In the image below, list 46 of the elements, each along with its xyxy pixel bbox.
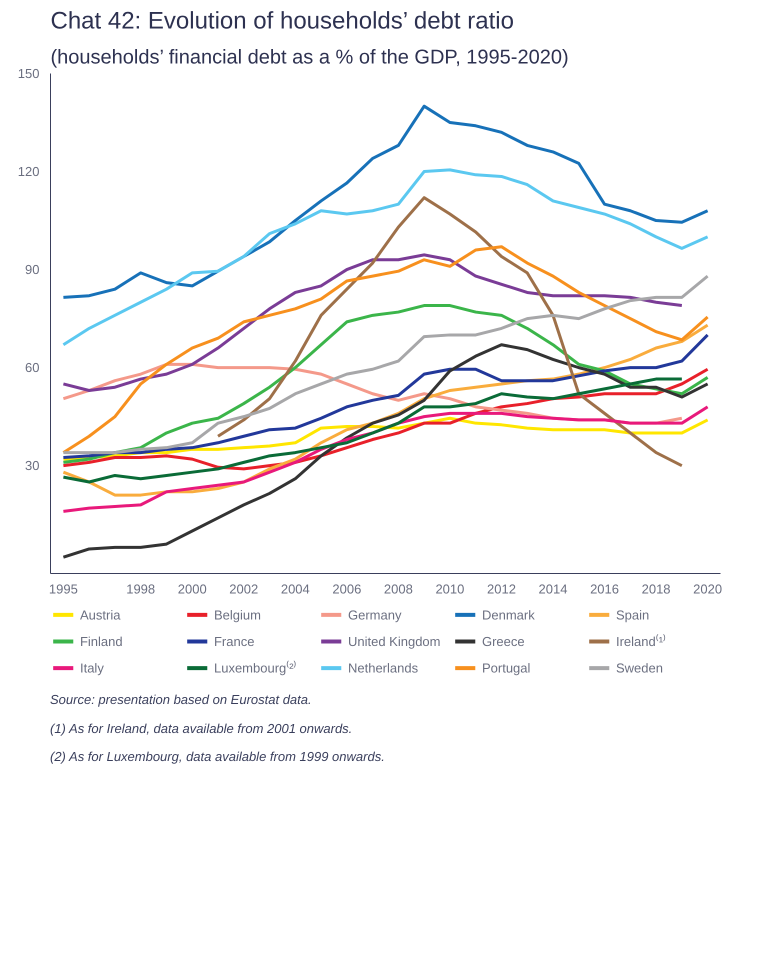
x-tick-label: 1995 bbox=[48, 582, 78, 596]
y-tick-label: 120 bbox=[18, 164, 40, 180]
source-note: Source: presentation based on Eurostat data. bbox=[50, 691, 312, 709]
legend-label: France bbox=[214, 634, 254, 649]
legend-label: Belgium bbox=[214, 607, 261, 622]
legend-label: Portugal bbox=[482, 660, 531, 676]
x-tick-label: 2018 bbox=[642, 582, 671, 596]
line-series bbox=[62, 168, 710, 346]
legend-label: Ireland⁽¹⁾ bbox=[616, 634, 666, 649]
legend-label: Denmark bbox=[482, 607, 536, 622]
legend-label: Sweden bbox=[616, 660, 663, 676]
x-tick-label: 1998 bbox=[126, 582, 156, 596]
x-tick-label: 2004 bbox=[280, 582, 310, 596]
legend-label: Germany bbox=[348, 607, 402, 622]
line-series bbox=[62, 104, 710, 299]
text: (1) As for Ireland, data available from 2001 onwards. bbox=[50, 720, 352, 738]
text: (2) As for Luxembourg, data available from 1999 onwards. bbox=[50, 748, 385, 766]
line-series bbox=[62, 333, 710, 459]
x-tick-label: 2006 bbox=[332, 582, 362, 596]
x-tick-label: 2020 bbox=[693, 582, 722, 596]
legend-label: Spain bbox=[616, 607, 650, 622]
y-tick-label: 60 bbox=[25, 360, 40, 376]
y-tick-label: 90 bbox=[25, 262, 40, 278]
line-series bbox=[62, 405, 710, 513]
legend-label: Greece bbox=[482, 634, 525, 649]
x-tick-label: 2012 bbox=[487, 582, 516, 596]
x-tick-label: 2014 bbox=[538, 582, 568, 596]
legend-label: Luxembourg⁽²⁾ bbox=[214, 660, 297, 676]
x-tick-label: 2002 bbox=[229, 582, 258, 596]
line-series bbox=[62, 343, 710, 559]
chart-subtitle: (households’ financial debt as a % of the GDP, 1995-2020) bbox=[50, 46, 569, 68]
legend-label: Austria bbox=[80, 607, 122, 622]
y-tick-label: 150 bbox=[18, 66, 40, 81]
x-tick-label: 2010 bbox=[435, 582, 464, 596]
x-tick-label: 2000 bbox=[178, 582, 207, 596]
y-tick-label: 30 bbox=[25, 458, 40, 474]
x-tick-label: 2008 bbox=[384, 582, 413, 596]
chart-title: Chat 42: Evolution of households’ debt ratio bbox=[50, 8, 514, 34]
legend-label: Finland bbox=[80, 634, 123, 649]
line-series bbox=[216, 196, 684, 468]
legend-label: Italy bbox=[80, 660, 104, 676]
line-series bbox=[62, 378, 684, 484]
x-tick-label: 2016 bbox=[590, 582, 619, 596]
line-series bbox=[62, 253, 684, 392]
legend-label: United Kingdom bbox=[348, 634, 440, 649]
legend-label: Netherlands bbox=[348, 660, 419, 676]
